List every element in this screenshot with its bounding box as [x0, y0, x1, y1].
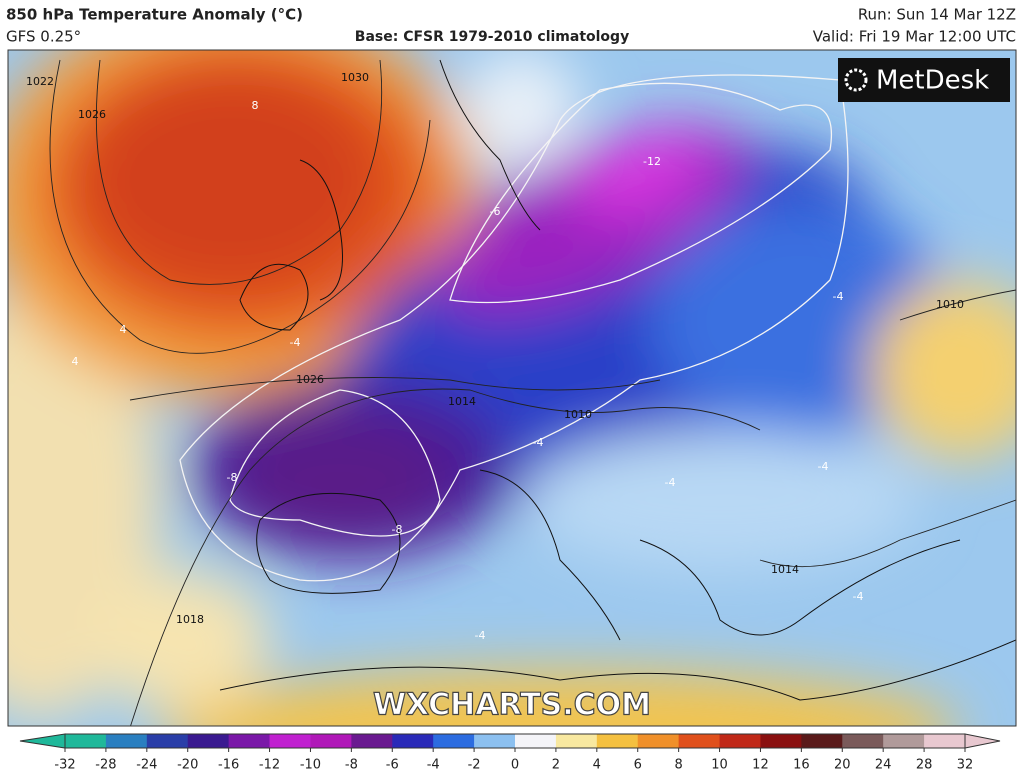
colorbar-segment: [474, 734, 516, 748]
colorbar-segment: [801, 734, 843, 748]
colorbar-segment: [719, 734, 761, 748]
colorbar-tick-label: -2: [468, 758, 481, 773]
isobar-label: 1014: [771, 563, 799, 576]
colorbar-segment: [760, 734, 802, 748]
colorbar-tick-label: -12: [259, 758, 280, 773]
anomaly-contours: [179, 74, 849, 582]
colorbar-segment: [924, 734, 966, 748]
anomaly-label: -8: [227, 471, 238, 484]
colorbar-tick-label: 28: [916, 758, 933, 773]
colorbar-segment: [883, 734, 925, 748]
colorbar-tick-label: -28: [95, 758, 116, 773]
coastlines: [219, 59, 1016, 701]
isobar-label: 1014: [448, 395, 476, 408]
colorbar-tick-label: -6: [386, 758, 399, 773]
anomaly-label: -4: [818, 460, 829, 473]
colorbar-tick-label: -8: [345, 758, 358, 773]
run: Run: Sun 14 Mar 12Z: [858, 6, 1016, 24]
colorbar-tick-label: 12: [752, 758, 769, 773]
model: GFS 0.25°: [6, 28, 81, 46]
colorbar-tick-label: 32: [957, 758, 974, 773]
anomaly-label: -4: [833, 290, 844, 303]
colorbar-tick-label: 10: [711, 758, 728, 773]
colorbar-segment: [228, 734, 271, 748]
colorbar-segment: [65, 734, 107, 748]
colorbar-arrow-left: [19, 733, 66, 749]
base: Base: CFSR 1979-2010 climatology: [355, 29, 629, 45]
logo-box: MetDesk: [838, 58, 1010, 102]
colorbar-segment: [269, 734, 311, 748]
colorbar-segment: [678, 734, 721, 748]
colorbar-segment: [105, 734, 148, 748]
colorbar-tick-label: -4: [427, 758, 440, 773]
colorbar: -32 -28 -24 -20 -16 -12 -10 -8 -6 -4 -2 0 2 4 6 8 10 12 16…: [19, 733, 1001, 773]
colorbar-segment: [555, 734, 598, 748]
isobar-label: 1010: [936, 298, 964, 311]
isobar-label: 1026: [296, 373, 324, 386]
colorbar-tick-label: -24: [136, 758, 157, 773]
anomaly-label: -4: [533, 436, 544, 449]
isobar-label: 1030: [341, 71, 369, 84]
colorbar-tick-label: 20: [834, 758, 851, 773]
colorbar-tick-label: -16: [218, 758, 239, 773]
colorbar-tick-label: -32: [54, 758, 75, 773]
colorbar-tick-label: -20: [177, 758, 198, 773]
colorbar-segment: [433, 734, 475, 748]
isobar-label: 1022: [26, 75, 54, 88]
colorbar-tick-label: 2: [552, 758, 560, 773]
isobars: [49, 59, 1016, 726]
anomaly-label: -12: [643, 155, 661, 168]
colorbar-tick-label: 24: [875, 758, 892, 773]
colorbar-tick-label: -10: [300, 758, 321, 773]
anomaly-label: -4: [665, 476, 676, 489]
colorbar-segment: [392, 734, 434, 748]
anomaly-label: -4: [475, 629, 486, 642]
colorbar-segment: [842, 734, 884, 748]
isobar-label: 1018: [176, 613, 204, 626]
anomaly-label: -4: [290, 336, 301, 349]
anomaly-label: -8: [392, 523, 403, 536]
colorbar-segment: [351, 734, 393, 748]
colorbar-segment: [310, 734, 352, 748]
colorbar-tick-label: 8: [674, 758, 682, 773]
anomaly-label: 8: [252, 99, 259, 112]
colorbar-segment: [187, 734, 230, 748]
anomaly-label: -4: [853, 590, 864, 603]
colorbar-segment: [515, 734, 557, 748]
map-frame: [7, 49, 1017, 727]
anomaly-label: 4: [72, 355, 79, 368]
valid: Valid: Fri 19 Mar 12:00 UTC: [813, 28, 1016, 46]
colorbar-arrow-right: [964, 733, 1001, 749]
colorbar-tick-label: 6: [634, 758, 642, 773]
title: 850 hPa Temperature Anomaly (°C): [6, 6, 303, 24]
colorbar-segment: [146, 734, 189, 748]
anomaly-label: 4: [120, 323, 127, 336]
isobar-label: 1010: [564, 408, 592, 421]
anomaly-label: -6: [490, 205, 501, 218]
logo: MetDesk: [876, 66, 989, 96]
colorbar-tick-label: 4: [593, 758, 601, 773]
colorbar-tick-label: 16: [793, 758, 810, 773]
colorbar-tick-label: 0: [511, 758, 519, 773]
isobar-label: 1026: [78, 108, 106, 121]
colorbar-segment: [596, 734, 639, 748]
watermark: WXCHARTS.COM: [373, 688, 651, 723]
colorbar-segment: [637, 734, 680, 748]
